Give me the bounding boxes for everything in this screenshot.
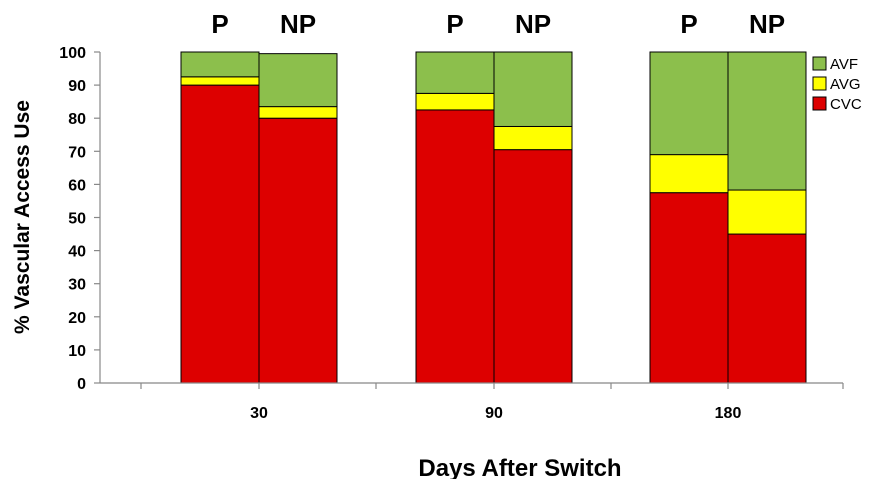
y-tick-label-70: 70	[68, 144, 86, 161]
y-axis-title: % Vascular Access Use	[11, 100, 34, 334]
bar-segment-90-p-avf	[415, 51, 495, 94]
legend-label-avf: AVF	[830, 56, 858, 73]
bar-segment-30-np-avg	[258, 106, 338, 119]
bar-segment-90-np-cvc	[493, 149, 573, 384]
y-tick-label-40: 40	[68, 244, 86, 261]
bar-label-90-p: P	[446, 9, 463, 39]
bar-segment-90-np-avg	[493, 125, 573, 151]
bar-label-30-np: NP	[280, 9, 316, 39]
y-tick-label-100: 100	[59, 45, 86, 62]
y-tick-label-60: 60	[68, 177, 86, 194]
y-tick-label-10: 10	[68, 343, 86, 360]
legend-label-cvc: CVC	[830, 96, 862, 113]
bar-segment-30-p-avf	[180, 51, 260, 78]
bar-segment-180-p-avf	[649, 51, 729, 156]
y-tick-label-80: 80	[68, 111, 86, 128]
legend-label-avg: AVG	[830, 76, 861, 93]
y-tick-label-20: 20	[68, 310, 86, 327]
bar-segment-30-p-cvc	[180, 84, 260, 384]
x-tick-label-90: 90	[485, 405, 503, 422]
bar-segment-180-np-avg	[727, 189, 807, 235]
bar-segment-90-np-avf	[493, 51, 573, 127]
bar-segment-30-p-avg	[180, 76, 260, 86]
bar-segment-180-p-cvc	[649, 192, 729, 384]
bar-segment-90-p-avg	[415, 92, 495, 111]
bar-label-30-p: P	[211, 9, 228, 39]
bar-segment-30-np-cvc	[258, 117, 338, 384]
labels-layer: P NP P NP P NP	[211, 9, 785, 39]
axes-layer: 0 10 20 30 40 50 60 70 80 90 100 30 90 180	[59, 45, 844, 422]
bar-label-180-np: NP	[749, 9, 785, 39]
y-tick-label-50: 50	[68, 211, 86, 228]
x-axis-title: Days After Switch	[418, 455, 621, 479]
bar-segment-30-np-avf	[258, 53, 338, 108]
y-tick-label-30: 30	[68, 277, 86, 294]
bar-segment-180-np-avf	[727, 51, 807, 191]
legend: AVF AVG CVC	[812, 56, 862, 113]
bar-label-90-np: NP	[515, 9, 551, 39]
legend-swatch-cvc	[812, 96, 827, 111]
x-tick-label-180: 180	[715, 405, 742, 422]
bar-segment-90-p-cvc	[415, 109, 495, 384]
bars-layer	[180, 51, 807, 384]
x-tick-label-30: 30	[250, 405, 268, 422]
legend-swatch-avf	[812, 56, 827, 71]
bar-segment-180-np-cvc	[727, 233, 807, 384]
y-tick-label-90: 90	[68, 78, 86, 95]
legend-swatch-avg	[812, 76, 827, 91]
bar-label-180-p: P	[680, 9, 697, 39]
y-tick-label-0: 0	[77, 376, 86, 393]
bar-segment-180-p-avg	[649, 154, 729, 194]
